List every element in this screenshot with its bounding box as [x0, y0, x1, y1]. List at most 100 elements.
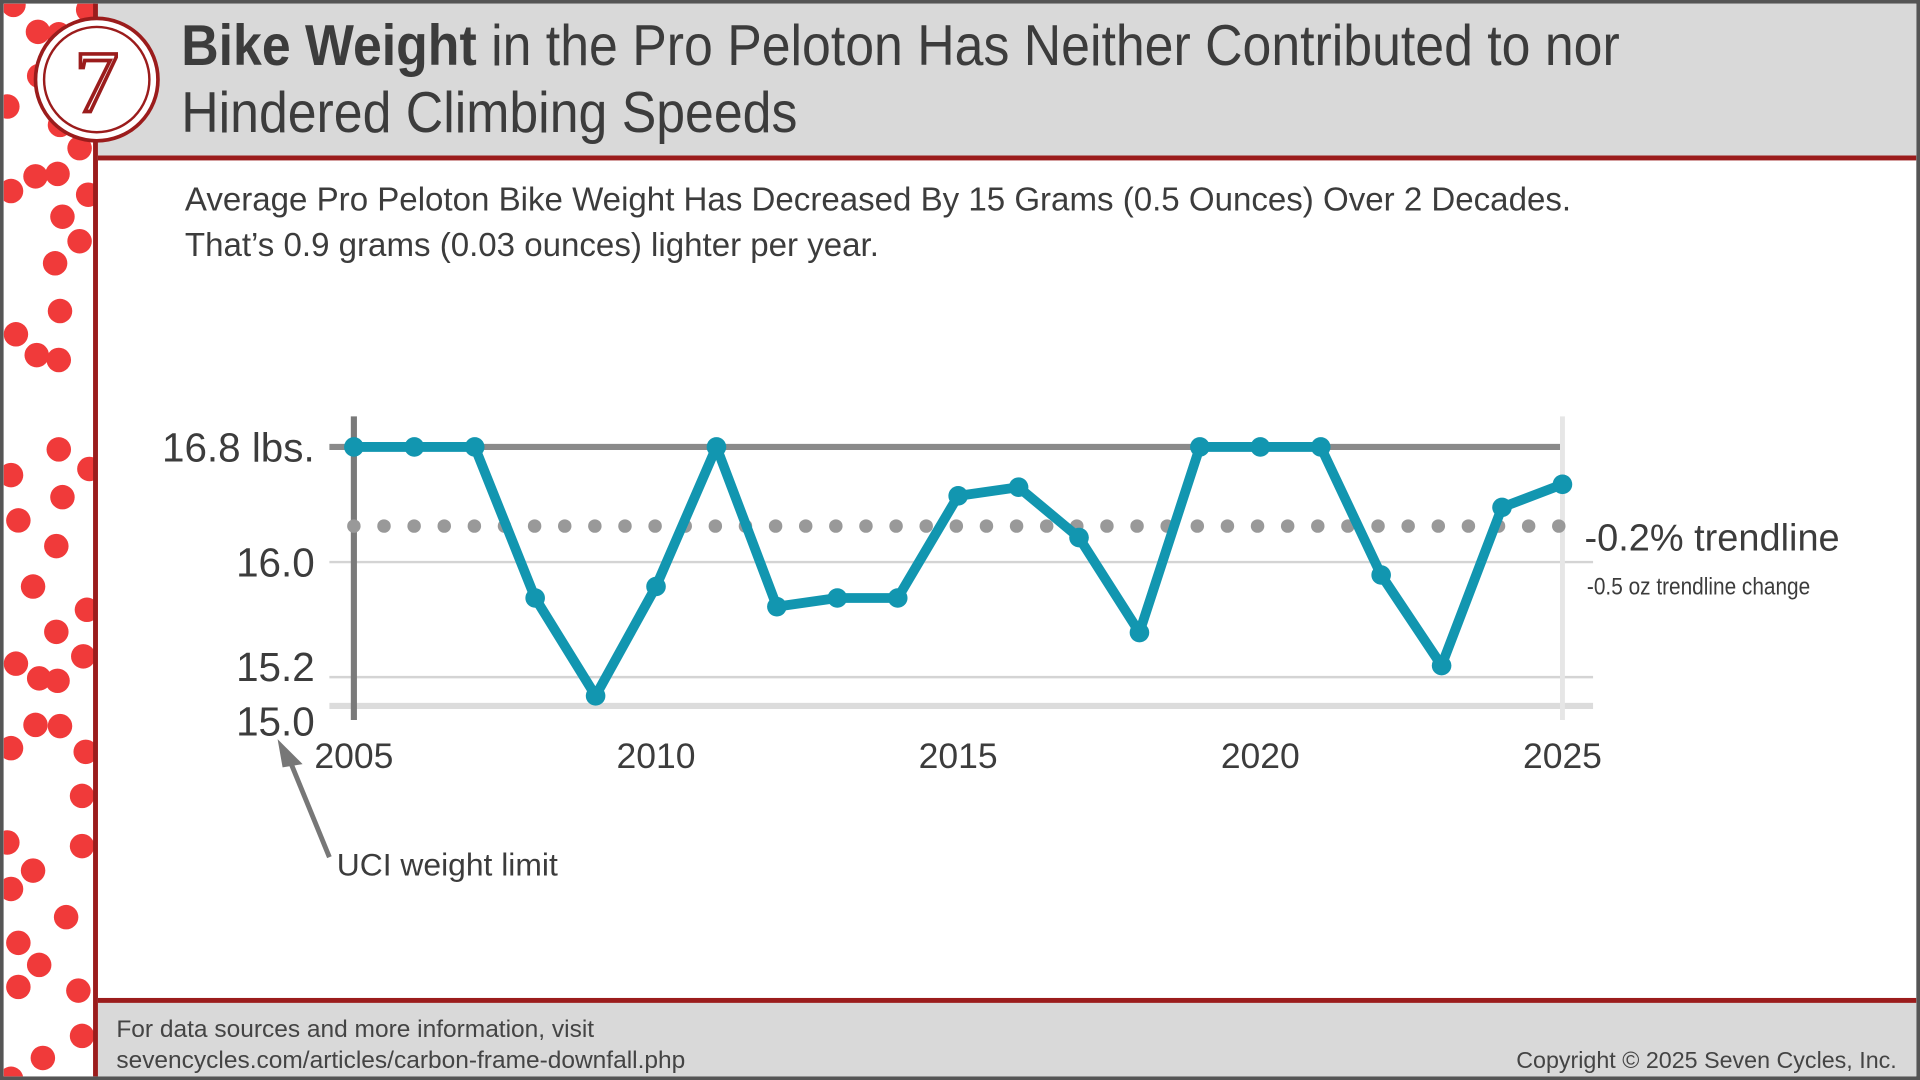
data-point	[404, 437, 425, 457]
polka-dot	[46, 347, 71, 373]
polka-dot	[73, 739, 96, 764]
copyright: Copyright © 2025 Seven Cycles, Inc.	[1516, 1048, 1897, 1074]
trendline-dot	[1130, 519, 1144, 533]
data-point	[464, 437, 485, 457]
data-point	[1190, 437, 1210, 457]
arrow-head-icon	[277, 739, 303, 768]
polka-dot	[67, 228, 93, 253]
trendline-dot	[919, 519, 933, 533]
polka-dot	[50, 484, 75, 509]
trendline-dot	[467, 519, 482, 533]
polka-dot	[75, 597, 96, 623]
trendline-dot	[979, 519, 994, 533]
x-tick-label: 2015	[919, 736, 998, 776]
x-tick-label: 2020	[1221, 736, 1300, 776]
polka-dot	[3, 178, 23, 203]
polka-dot	[75, 182, 96, 207]
polka-dot	[69, 834, 94, 859]
data-point	[344, 437, 364, 457]
trendline-dot	[1220, 519, 1235, 533]
data-point	[646, 576, 666, 597]
trendline-dot	[1311, 519, 1325, 533]
title-bold: Bike Weight	[181, 12, 477, 78]
polka-dot	[3, 830, 20, 856]
y-tick-label: 16.8 lbs.	[162, 425, 315, 471]
trendline-dot	[648, 519, 662, 533]
data-point	[1371, 565, 1391, 585]
trendline-dot	[1431, 519, 1446, 533]
data-point	[1069, 527, 1089, 548]
data-point	[525, 588, 545, 608]
data-point	[1008, 477, 1029, 498]
trendline-dot	[1461, 519, 1476, 533]
data-point	[767, 596, 787, 617]
polka-dot	[3, 93, 19, 119]
trendline-dot	[829, 519, 843, 533]
polka-dot	[4, 321, 29, 347]
source-text: For data sources and more information, v…	[116, 1016, 595, 1044]
source-link[interactable]: sevencycles.com/articles/carbon-frame-do…	[116, 1046, 686, 1074]
trendline-dot	[1009, 519, 1024, 533]
trendline-label: -0.2% trendline	[1584, 518, 1839, 560]
data-point	[1552, 474, 1573, 495]
polka-dot	[45, 669, 71, 694]
data-point	[1492, 497, 1512, 518]
polka-dot	[26, 952, 52, 977]
trendline-dot	[437, 519, 451, 533]
trendline-dot	[618, 519, 632, 533]
trendline-dot	[889, 519, 903, 533]
polka-dot	[76, 456, 96, 482]
polka-dot	[3, 1066, 23, 1077]
trendline-dot	[407, 519, 421, 533]
trendline-dot	[768, 519, 783, 533]
polka-dot	[5, 974, 31, 1000]
data-point	[706, 437, 727, 457]
polka-dot	[70, 1023, 95, 1049]
polka-dot	[50, 204, 75, 230]
polka-dot	[4, 651, 29, 676]
polka-dot	[3, 463, 24, 488]
polka-dot	[30, 1046, 55, 1071]
data-point	[1310, 437, 1331, 457]
trendline-dot	[1250, 519, 1265, 533]
trendline-dot	[1100, 519, 1114, 533]
title-rest: in the Pro Peloton Has Neither Contribut…	[181, 12, 1620, 145]
polka-dot	[5, 507, 31, 533]
trendline-dot	[588, 519, 602, 533]
trendline-dot	[1521, 519, 1536, 533]
polka-dot	[44, 534, 69, 559]
trendline-dot	[798, 519, 813, 533]
polka-dot	[21, 858, 46, 883]
trendline-dot	[347, 519, 361, 533]
y-tick-label: 15.2	[236, 644, 315, 690]
trendline-dot	[1401, 519, 1415, 533]
data-point	[887, 588, 908, 608]
subtitle: Average Pro Peloton Bike Weight Has Decr…	[185, 178, 1571, 269]
polka-dot	[44, 161, 70, 187]
data-point	[1129, 622, 1150, 643]
y-tick-label: 15.0	[236, 698, 315, 744]
polka-dot	[69, 783, 94, 808]
data-point	[1431, 655, 1452, 676]
subtitle-line-2: That’s 0.9 grams (0.03 ounces) lighter p…	[184, 226, 879, 264]
polka-dot	[43, 251, 68, 276]
trendline-dot	[1552, 519, 1566, 533]
svg-text:7: 7	[75, 33, 119, 131]
trendline-dot	[708, 519, 723, 533]
trendline-dot	[558, 519, 572, 533]
data-point	[1250, 437, 1271, 457]
trendline-dot	[859, 519, 873, 533]
x-tick-label: 2005	[314, 736, 393, 776]
header: Bike Weight in the Pro Peloton Has Neith…	[97, 3, 1917, 161]
polka-dot	[43, 619, 69, 645]
polka-dot	[53, 905, 79, 930]
polka-dot	[70, 643, 96, 668]
polka-dot	[48, 298, 73, 324]
trendline-dot	[1190, 519, 1205, 533]
polka-dot	[3, 3, 26, 18]
polka-dot	[46, 436, 72, 462]
trendline-dot	[1039, 519, 1054, 533]
annotation-arrow-line	[285, 754, 332, 859]
